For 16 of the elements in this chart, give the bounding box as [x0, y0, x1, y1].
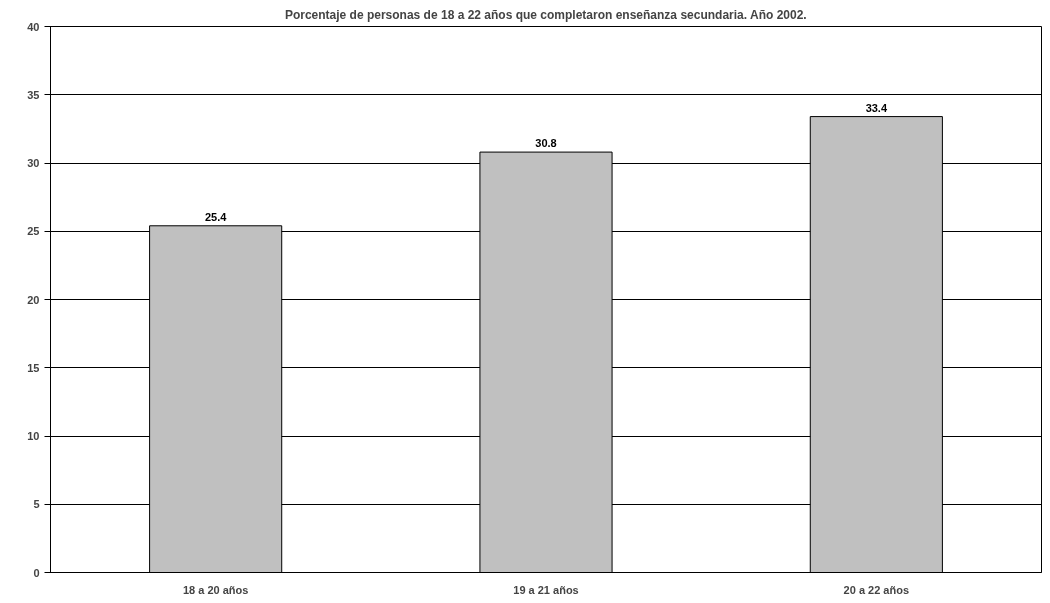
- y-tick-label: 20: [27, 293, 40, 306]
- y-tick-label: 30: [27, 157, 40, 169]
- y-tick-label: 5: [33, 498, 40, 511]
- x-tick-label: 18 a 20 años: [182, 583, 249, 596]
- y-tick-label: 35: [27, 88, 40, 101]
- y-tick-label: 40: [27, 20, 40, 33]
- data-label: 33.4: [865, 101, 888, 114]
- x-tick-label: 20 a 22 años: [843, 583, 910, 596]
- y-tick-label: 15: [27, 361, 40, 374]
- y-tick-label: 25: [27, 225, 40, 238]
- y-tick-label: 0: [33, 566, 40, 579]
- data-label: 25.4: [204, 210, 228, 223]
- data-label: 30.8: [535, 137, 557, 150]
- x-tick-label: 19 a 21 años: [513, 583, 579, 596]
- y-tick-label: 10: [27, 430, 40, 442]
- chart-title: Porcentaje de personas de 18 a 22 años que completaron enseñanza secundaria. Año 2002.: [284, 7, 807, 22]
